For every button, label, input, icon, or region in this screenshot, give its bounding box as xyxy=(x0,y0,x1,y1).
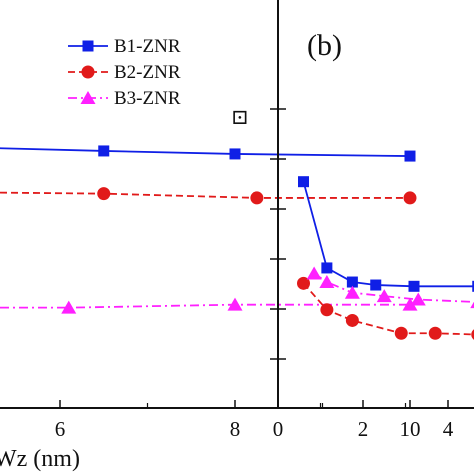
series-line-b2-znr xyxy=(0,191,410,199)
panel-a-plot: 6 8 10 Wz (nm) xyxy=(0,108,421,472)
data-point-b2-znr xyxy=(428,326,442,340)
series-line-b2-znr xyxy=(302,282,474,336)
x-tick-label: 10 xyxy=(400,417,421,441)
series-line-b3-znr xyxy=(313,272,474,303)
x-tick-label: 4 xyxy=(443,417,454,441)
data-point-b3-znr xyxy=(306,266,322,280)
x-tick-label: 6 xyxy=(55,417,66,441)
data-point-b3-znr xyxy=(319,275,335,289)
data-point-b2-znr xyxy=(394,326,408,340)
series-line-b3-znr xyxy=(0,303,410,309)
legend-marker xyxy=(81,65,95,79)
data-point-b1-znr xyxy=(98,145,110,157)
data-point-b2-znr xyxy=(297,276,310,290)
data-point-b2-znr xyxy=(97,187,111,201)
data-point-b2-znr xyxy=(403,191,417,205)
data-point-b3-znr xyxy=(376,289,392,303)
legend-marker xyxy=(80,91,96,104)
data-point-b2-znr xyxy=(250,191,264,205)
legend-label: B2-ZNR xyxy=(114,62,181,83)
panel-b-label: (b) xyxy=(307,29,342,62)
data-point-b2-znr xyxy=(320,303,334,317)
x-tick-label: 8 xyxy=(230,417,241,441)
data-point-b1-znr xyxy=(229,148,241,160)
legend: B1-ZNR B2-ZNR B3-ZNR xyxy=(68,36,181,109)
x-axis-title: Wz (nm) xyxy=(0,446,80,472)
data-point-b1-znr xyxy=(404,150,416,162)
series-line-b1-znr xyxy=(0,146,411,157)
data-point-b1-znr xyxy=(321,262,333,274)
data-point-b3-znr xyxy=(344,285,360,299)
legend-label: B3-ZNR xyxy=(114,88,181,109)
panel-b-plot: 0 2 4 xyxy=(273,0,474,441)
data-point-b2-znr xyxy=(471,329,474,340)
x-tick-label: 2 xyxy=(358,417,369,441)
legend-marker xyxy=(82,40,94,52)
data-point-b1-znr xyxy=(346,276,358,288)
data-point-b1-znr xyxy=(408,280,420,292)
data-point-b1-znr xyxy=(472,280,474,292)
data-point-b3-znr xyxy=(227,297,243,311)
x-tick-label: 0 xyxy=(273,417,284,441)
data-point-b3-znr xyxy=(61,300,77,314)
data-point-b3-znr xyxy=(470,301,474,309)
legend-label: B1-ZNR xyxy=(114,36,181,57)
data-point-b3-znr xyxy=(410,292,426,306)
data-point-b3-znr xyxy=(402,297,418,311)
data-point-b2-znr xyxy=(345,313,359,327)
annotation-symbol: ⊡ xyxy=(231,105,249,129)
data-point-b1-znr xyxy=(370,279,382,291)
series-line-b1-znr xyxy=(302,181,474,288)
data-point-b1-znr xyxy=(298,176,309,188)
